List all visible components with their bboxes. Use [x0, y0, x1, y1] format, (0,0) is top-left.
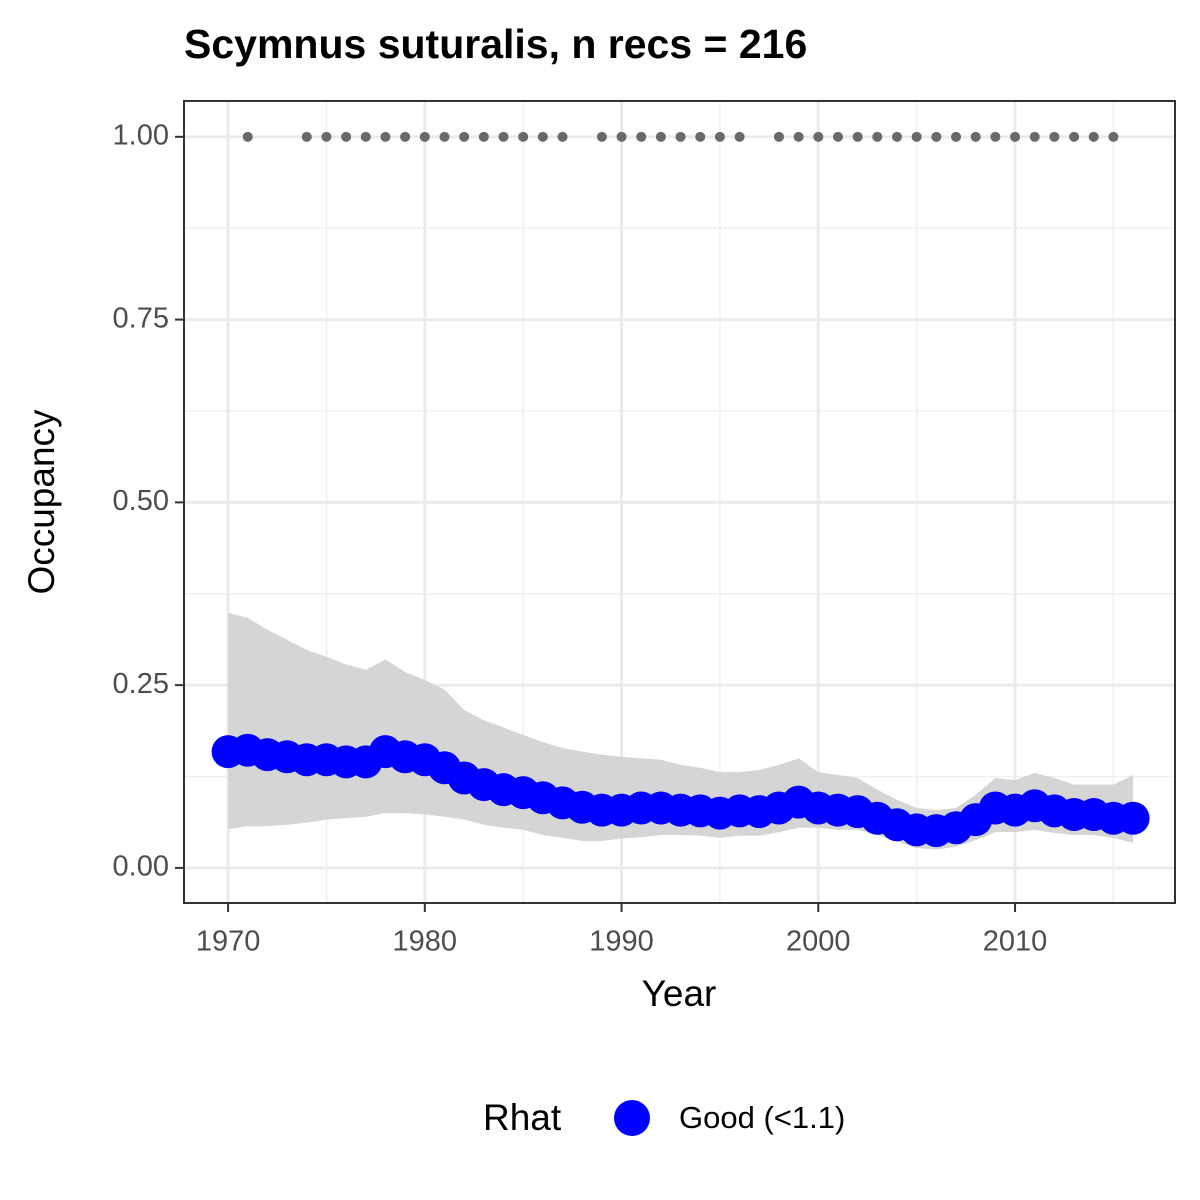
legend: Good (<1.1) Rhat [483, 1097, 845, 1138]
y-tick-label: 0.00 [113, 851, 169, 883]
record-point [1108, 131, 1119, 142]
record-point [793, 131, 804, 142]
data-point [1116, 801, 1150, 835]
y-tick-label: 0.25 [113, 668, 169, 700]
record-point [636, 131, 647, 142]
record-point [380, 131, 391, 142]
record-point [1069, 131, 1080, 142]
record-point [419, 131, 430, 142]
record-point [655, 131, 666, 142]
record-point [872, 131, 883, 142]
record-point [518, 131, 529, 142]
x-tick-label: 2000 [786, 926, 851, 958]
record-point [852, 131, 863, 142]
record-point [813, 131, 824, 142]
record-point [1088, 131, 1099, 142]
record-point [537, 131, 548, 142]
y-axis-title: Occupancy [21, 409, 62, 595]
record-point [557, 131, 568, 142]
legend-label: Good (<1.1) [679, 1100, 845, 1135]
record-point [714, 131, 725, 142]
record-point [990, 131, 1001, 142]
record-point [360, 131, 371, 142]
record-point [321, 131, 332, 142]
y-tick-label: 0.75 [113, 302, 169, 334]
record-point [1029, 131, 1040, 142]
record-point [400, 131, 411, 142]
legend-title: Rhat [483, 1097, 562, 1138]
record-point [616, 131, 627, 142]
record-point [970, 131, 981, 142]
record-point [459, 131, 470, 142]
x-tick-label: 1980 [393, 926, 458, 958]
record-point [892, 131, 903, 142]
record-point [951, 131, 962, 142]
record-point [439, 131, 450, 142]
x-tick-label: 2010 [983, 926, 1048, 958]
record-point [931, 131, 942, 142]
legend-marker [614, 1100, 650, 1136]
record-point [1010, 131, 1021, 142]
record-point [911, 131, 922, 142]
record-point [832, 131, 843, 142]
record-point [1049, 131, 1060, 142]
y-tick-label: 0.50 [113, 485, 169, 517]
record-point [773, 131, 784, 142]
record-point [478, 131, 489, 142]
record-point [734, 131, 745, 142]
record-point [596, 131, 607, 142]
plot-area: 0.00 0.25 0.50 0.75 1.00 1970 1980 1990 2000 2010 [113, 100, 1176, 958]
record-point [675, 131, 686, 142]
y-tick-label: 1.00 [113, 119, 169, 151]
record-point [242, 131, 253, 142]
record-point [498, 131, 509, 142]
record-point [341, 131, 352, 142]
x-tick-label: 1990 [589, 926, 654, 958]
record-point [695, 131, 706, 142]
x-tick-label: 1970 [196, 926, 261, 958]
record-point [301, 131, 312, 142]
panel-border [183, 100, 1176, 904]
x-axis-title: Year [642, 973, 717, 1014]
chart-title: Scymnus suturalis, n recs = 216 [184, 21, 807, 67]
